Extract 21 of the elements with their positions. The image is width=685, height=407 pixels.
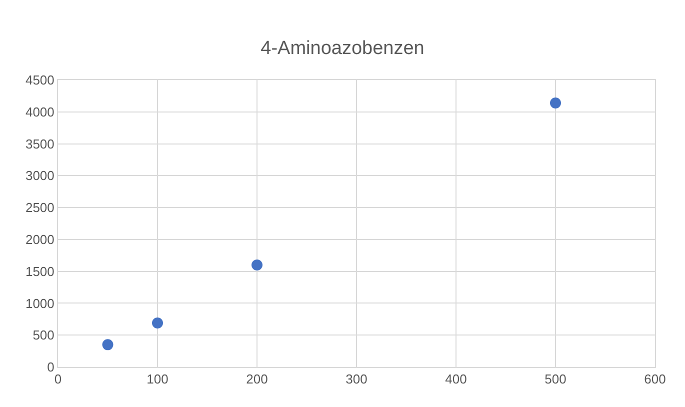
point (550, 97, 561, 108)
x-tick-label: 600 (644, 372, 666, 387)
x-tick-label: 500 (544, 372, 566, 387)
x-tick-label: 100 (146, 372, 168, 387)
y-tick-label: 1000 (25, 296, 54, 311)
y-tick-label: 2500 (25, 200, 54, 216)
point (152, 317, 163, 328)
x-tick-label: 400 (445, 372, 467, 387)
y-tick-label: 1500 (25, 264, 54, 279)
x-tick-label: 200 (246, 372, 268, 387)
x-tick-label: 300 (346, 372, 368, 387)
y-tick-label: 2000 (25, 232, 54, 247)
y-tick-label: 4500 (25, 72, 54, 88)
y-tick-label: 4000 (25, 104, 54, 120)
point (252, 259, 262, 270)
point (102, 339, 114, 350)
y-tick-label: 3000 (25, 168, 54, 184)
y-tick-label: 3500 (25, 136, 54, 152)
y-tick-label: 0 (47, 360, 54, 375)
chart-title: 4-Aminoazobenzen (260, 38, 424, 59)
y-tick-label: 500 (32, 328, 54, 343)
